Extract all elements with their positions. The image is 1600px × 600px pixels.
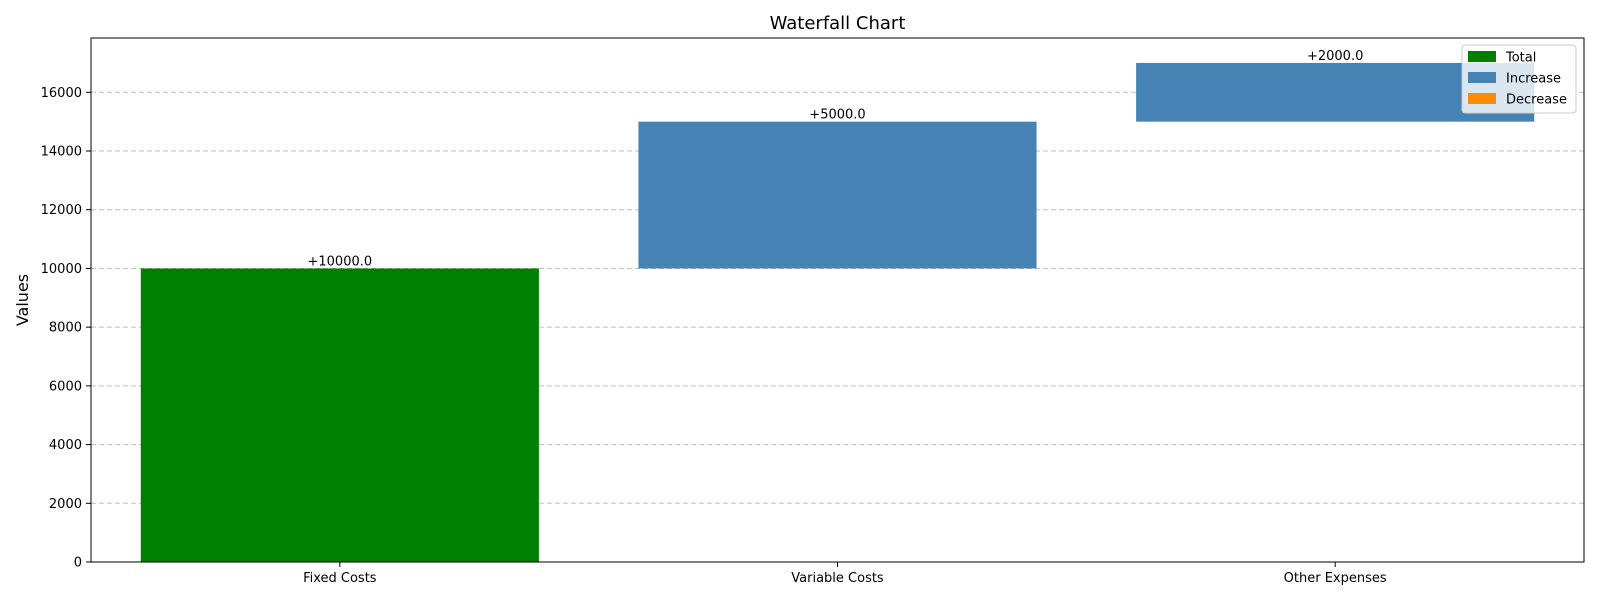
- legend-label: Decrease: [1506, 93, 1567, 108]
- legend: Total Increase Decrease: [1461, 44, 1577, 114]
- bar-total: [140, 268, 539, 562]
- y-tick-label: 2000: [49, 497, 82, 512]
- legend-swatch-total: [1468, 51, 1496, 62]
- x-tick-label: Other Expenses: [1284, 571, 1387, 586]
- bar-increase: [638, 121, 1037, 269]
- y-tick-label: 4000: [49, 438, 82, 453]
- x-axis-ticks: Fixed Costs Variable Costs Other Expenses: [303, 562, 1387, 586]
- y-tick-label: 14000: [41, 145, 82, 160]
- legend-label: Increase: [1506, 72, 1561, 87]
- data-label: +2000.0: [1307, 49, 1363, 64]
- legend-swatch-decrease: [1468, 93, 1496, 104]
- y-tick-label: 6000: [49, 379, 82, 394]
- data-label: +10000.0: [308, 254, 373, 269]
- y-axis-title: Values: [13, 274, 32, 326]
- data-labels: +10000.0 +5000.0 +2000.0: [308, 49, 1364, 269]
- y-axis-ticks: 0 2000 4000 6000 8000 10000 12000 14000 16000: [41, 86, 91, 571]
- y-tick-label: 0: [74, 556, 82, 571]
- legend-swatch-increase: [1468, 72, 1496, 83]
- legend-label: Total: [1505, 51, 1536, 66]
- chart-title: Waterfall Chart: [770, 13, 906, 34]
- bars: [140, 62, 1535, 562]
- data-label: +5000.0: [809, 108, 865, 123]
- y-tick-label: 10000: [41, 262, 82, 277]
- x-tick-label: Variable Costs: [791, 571, 884, 586]
- y-tick-label: 8000: [49, 321, 82, 336]
- y-tick-label: 12000: [41, 203, 82, 218]
- y-tick-label: 16000: [41, 86, 82, 101]
- x-tick-label: Fixed Costs: [303, 571, 377, 586]
